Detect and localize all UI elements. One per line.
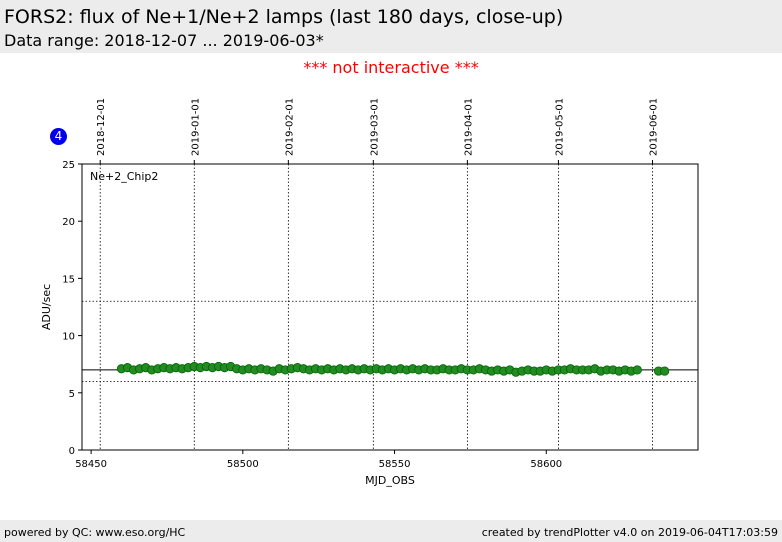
- y-tick-label: 10: [62, 332, 75, 343]
- y-tick-label: 5: [69, 389, 75, 400]
- trend-chart: 58450 58500 58550 58600 0 5 10 15 20 25 2018-12-…: [40, 98, 699, 487]
- data-range-subtitle: Data range: 2018-12-07 ... 2019-06-03*: [4, 31, 324, 50]
- date-tick-label: 2019-04-01: [463, 98, 474, 156]
- plot-number-badge: 4: [50, 128, 67, 145]
- y-tick-label: 20: [62, 217, 75, 228]
- grid-layer: [99, 164, 653, 450]
- date-tick-label: 2019-05-01: [554, 98, 565, 156]
- y-tick-label: 0: [69, 446, 75, 457]
- x-tick-label: 58550: [379, 459, 411, 470]
- axes-frame: [81, 163, 699, 451]
- y-tick-label: 25: [62, 160, 75, 171]
- panel-label: Ne+2_Chip2: [90, 170, 158, 183]
- page-title: FORS2: flux of Ne+1/Ne+2 lamps (last 180…: [4, 6, 564, 28]
- date-tick-label: 2019-06-01: [648, 98, 659, 156]
- footer: powered by QC: www.eso.org/HC created by…: [0, 520, 782, 542]
- header: FORS2: flux of Ne+1/Ne+2 lamps (last 180…: [0, 0, 782, 53]
- date-tick-label: 2019-03-01: [369, 98, 380, 156]
- y-axis-label: ADU/sec: [40, 284, 53, 330]
- date-ticks: 2018-12-01 2019-01-01 2019-02-01 2019-03-01…: [96, 98, 659, 164]
- x-tick-label: 58450: [75, 459, 107, 470]
- data-point: [632, 365, 642, 375]
- x-ticks: 58450 58500 58550 58600: [75, 450, 562, 470]
- data-points: [116, 361, 670, 377]
- date-tick-label: 2019-02-01: [284, 98, 295, 156]
- date-tick-label: 2018-12-01: [96, 98, 107, 156]
- x-tick-label: 58500: [227, 459, 259, 470]
- data-point: [660, 366, 670, 376]
- y-ticks: 0 5 10 15 20 25: [62, 160, 82, 457]
- y-tick-label: 15: [62, 274, 75, 285]
- x-tick-label: 58600: [530, 459, 562, 470]
- footer-generator: created by trendPlotter v4.0 on 2019-06-…: [481, 526, 778, 539]
- x-axis-label: MJD_OBS: [365, 474, 415, 487]
- not-interactive-notice: *** not interactive ***: [303, 58, 479, 77]
- footer-credit: powered by QC: www.eso.org/HC: [4, 526, 186, 539]
- date-tick-label: 2019-01-01: [190, 98, 201, 156]
